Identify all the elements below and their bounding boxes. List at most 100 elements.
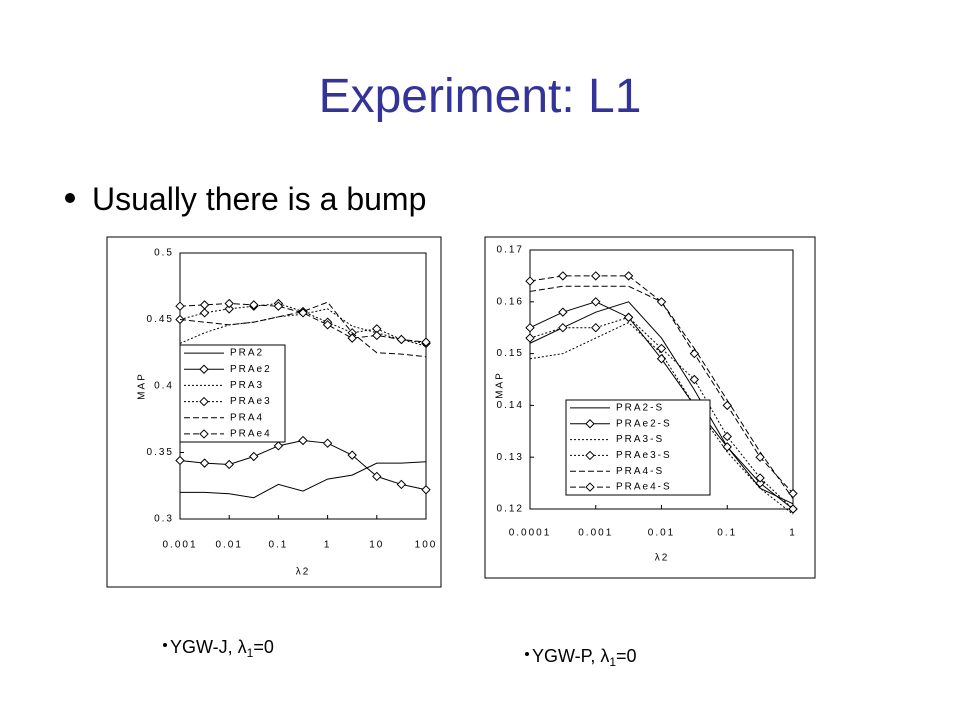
data-marker (788, 488, 798, 499)
data-marker (298, 308, 308, 318)
legend-label: PRAe2-S (616, 418, 672, 429)
y-tick-label: 0.35 (147, 447, 174, 458)
caption-text: YGW-P, λ (532, 646, 609, 666)
legend-label: PRAe2 (230, 364, 272, 375)
bullet-dot (525, 652, 529, 656)
legend-label: PRA2-S (616, 403, 664, 414)
legend-label: PRAe4-S (616, 482, 672, 493)
data-marker (656, 354, 667, 364)
caption: YGW-J, λ1=0 (170, 637, 274, 660)
data-marker (689, 348, 700, 359)
data-marker (175, 301, 185, 311)
bullet-dot (163, 643, 167, 647)
data-marker (347, 333, 357, 343)
y-tick-label: 0.45 (147, 314, 174, 325)
legend-label: PRA3-S (616, 434, 664, 445)
legend-box (565, 399, 711, 496)
data-marker (755, 473, 765, 483)
data-marker (249, 300, 259, 310)
legend-label: PRAe4 (230, 429, 272, 440)
series-line (180, 461, 427, 499)
data-marker (623, 271, 634, 281)
data-marker (623, 312, 634, 323)
x-tick-label: 0.001 (162, 540, 197, 551)
legend-marker (199, 396, 209, 407)
legend-label: PRA4-S (616, 466, 664, 477)
data-marker (525, 333, 535, 343)
y-axis-label: MAP (137, 372, 148, 400)
bullet-text: Usually there is a bump (92, 181, 426, 217)
caption: YGW-P, λ1=0 (532, 646, 637, 669)
x-tick-label: 0.1 (717, 528, 737, 539)
data-marker (525, 276, 535, 286)
legend-marker (199, 364, 209, 374)
data-marker (396, 334, 407, 345)
legend-label: PRA3 (230, 380, 264, 391)
y-tick-label: 0.4 (154, 381, 174, 392)
series-line (179, 303, 427, 343)
series-line (529, 316, 794, 510)
data-marker (249, 451, 259, 462)
data-marker (591, 297, 601, 307)
data-marker (755, 452, 765, 462)
data-marker (722, 431, 732, 442)
legend-marker (199, 429, 209, 439)
y-tick-label: 0.12 (497, 504, 524, 515)
y-tick-label: 0.13 (497, 452, 524, 463)
x-tick-label: 0.01 (215, 540, 242, 551)
y-tick-label: 0.5 (154, 248, 174, 259)
data-marker (224, 459, 234, 470)
data-marker (421, 485, 431, 495)
data-marker (558, 271, 568, 281)
series-line (179, 301, 427, 358)
caption-sub: 1 (247, 646, 254, 660)
data-marker (525, 322, 535, 333)
data-marker (199, 300, 210, 310)
x-tick-label: 0.1 (268, 540, 288, 551)
x-tick-label: 10 (369, 540, 384, 551)
x-tick-label: 1 (789, 528, 797, 539)
data-marker (558, 307, 568, 317)
caption-rest: =0 (253, 637, 274, 657)
legend-marker (585, 450, 595, 461)
y-tick-label: 0.17 (497, 245, 524, 256)
data-marker (322, 320, 333, 330)
data-marker (347, 450, 357, 460)
x-tick-label: 100 (415, 540, 438, 551)
data-marker (322, 438, 333, 448)
y-tick-label: 0.15 (497, 348, 524, 359)
slide-title: Experiment: L1 (319, 70, 642, 123)
data-marker (199, 308, 210, 318)
data-marker (298, 435, 308, 446)
data-marker (421, 337, 431, 347)
x-axis-label: λ2 (655, 553, 670, 564)
legend-label: PRAe3 (230, 396, 272, 407)
data-marker (224, 298, 234, 309)
x-tick-label: 0.001 (578, 528, 613, 539)
y-axis-label: MAP (495, 371, 506, 399)
series-line (529, 301, 794, 505)
data-marker (722, 400, 732, 411)
legend-marker (585, 482, 595, 492)
data-marker (788, 504, 798, 514)
x-tick-label: 0.0001 (509, 528, 552, 539)
x-tick-label: 1 (324, 540, 332, 551)
series-line (529, 321, 794, 515)
data-marker (273, 441, 284, 451)
data-marker (372, 330, 382, 341)
legend-label: PRAe3-S (616, 450, 672, 461)
y-tick-label: 0.3 (154, 514, 174, 525)
data-marker (591, 322, 601, 333)
x-tick-label: 0.01 (648, 528, 675, 539)
legend-marker (585, 419, 595, 429)
x-axis-label: λ2 (296, 567, 311, 578)
data-marker (199, 458, 210, 468)
legend-label: PRA2 (230, 348, 264, 359)
data-marker (273, 301, 284, 311)
legend-label: PRA4 (230, 412, 264, 423)
data-marker (396, 479, 407, 490)
series-line (179, 308, 427, 347)
data-marker (656, 343, 667, 354)
legend-box (179, 344, 286, 443)
